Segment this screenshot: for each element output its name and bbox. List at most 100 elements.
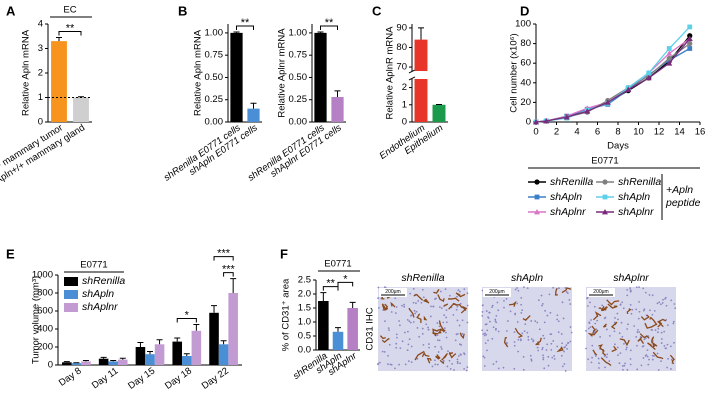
nucleus — [590, 319, 592, 321]
nucleus — [660, 360, 662, 363]
vessel — [437, 328, 445, 334]
bar — [331, 97, 344, 122]
nucleus — [646, 355, 649, 358]
bar — [73, 97, 89, 122]
vessel — [447, 297, 460, 302]
nucleus — [629, 287, 631, 290]
nucleus — [562, 317, 565, 320]
nucleus — [484, 323, 487, 326]
nucleus — [656, 352, 659, 355]
significance-bracket — [58, 30, 82, 36]
vessel — [600, 357, 612, 366]
x-tick-label: Day 11 — [90, 366, 120, 392]
error-bar — [334, 90, 341, 98]
vessel — [535, 337, 542, 346]
x-tick-label: 10 — [633, 127, 644, 138]
nucleus — [377, 286, 380, 289]
nucleus — [674, 307, 677, 310]
nucleus — [416, 357, 419, 360]
nucleus — [587, 327, 590, 330]
nucleus — [517, 289, 520, 292]
nucleus — [557, 320, 560, 323]
nucleus — [625, 346, 628, 349]
nucleus — [378, 306, 380, 309]
nucleus — [666, 343, 669, 346]
nucleus — [455, 308, 458, 311]
bar — [347, 308, 358, 350]
nucleus — [377, 362, 380, 365]
nucleus — [629, 303, 632, 306]
significance-label: * — [343, 273, 348, 285]
vessel — [607, 303, 618, 309]
nucleus — [509, 310, 512, 313]
vessel — [439, 359, 445, 365]
nucleus — [415, 310, 418, 313]
data-point — [563, 114, 570, 120]
vessel — [644, 322, 657, 329]
nucleus — [448, 294, 451, 297]
nucleus — [638, 286, 641, 289]
nucleus — [395, 346, 398, 349]
series-line — [535, 47, 691, 123]
nucleus — [658, 301, 661, 304]
nucleus — [459, 302, 462, 305]
nucleus — [431, 365, 434, 368]
nucleus — [648, 294, 651, 296]
nucleus — [541, 348, 544, 351]
vessel — [384, 303, 389, 311]
nucleus — [466, 292, 469, 295]
nucleus — [619, 303, 622, 306]
legend-marker — [602, 194, 608, 200]
y-tick-label: 0.25 — [205, 94, 224, 105]
nucleus — [556, 318, 558, 321]
nucleus — [605, 328, 608, 331]
nucleus — [542, 358, 545, 361]
nucleus — [546, 314, 549, 317]
nucleus — [425, 323, 428, 326]
nucleus — [629, 363, 632, 366]
vessel — [591, 325, 597, 335]
vessel — [448, 352, 457, 359]
nucleus — [541, 304, 543, 307]
nucleus — [530, 320, 533, 322]
nucleus — [524, 323, 527, 326]
y-tick-label: 0.00 — [289, 117, 308, 128]
y-tick-label: 0.00 — [205, 117, 224, 128]
nucleus — [604, 366, 606, 369]
nucleus — [412, 301, 415, 304]
vessel — [432, 332, 439, 337]
nucleus — [408, 338, 411, 341]
nucleus — [657, 369, 660, 371]
legend-label: shApln — [618, 191, 650, 203]
nucleus — [513, 344, 516, 347]
vessel — [561, 287, 572, 294]
nucleus — [445, 316, 448, 319]
nucleus — [590, 361, 593, 364]
nucleus — [401, 340, 404, 343]
nucleus — [520, 303, 523, 306]
vessel — [611, 346, 618, 353]
nucleus — [636, 344, 638, 347]
nucleus — [403, 305, 406, 308]
nucleus — [621, 301, 624, 304]
nucleus — [561, 365, 564, 368]
nucleus — [421, 327, 424, 330]
nucleus — [629, 349, 632, 352]
nucleus — [387, 327, 390, 329]
nucleus — [637, 317, 640, 320]
bar — [81, 361, 91, 365]
nucleus — [434, 363, 437, 366]
y-tick-label: 0 — [48, 360, 53, 371]
y-axis-label: Relative Apln mRNA — [193, 29, 204, 116]
vessel — [460, 305, 468, 314]
nucleus — [538, 328, 541, 331]
legend-marker — [534, 209, 540, 215]
bar — [318, 301, 329, 350]
nucleus — [390, 311, 393, 313]
significance-label: ** — [325, 17, 334, 29]
x-tick-label: 4 — [574, 127, 579, 138]
nucleus — [481, 314, 484, 317]
vessel — [455, 292, 466, 298]
vessel — [639, 333, 650, 339]
error-bar — [220, 340, 227, 345]
